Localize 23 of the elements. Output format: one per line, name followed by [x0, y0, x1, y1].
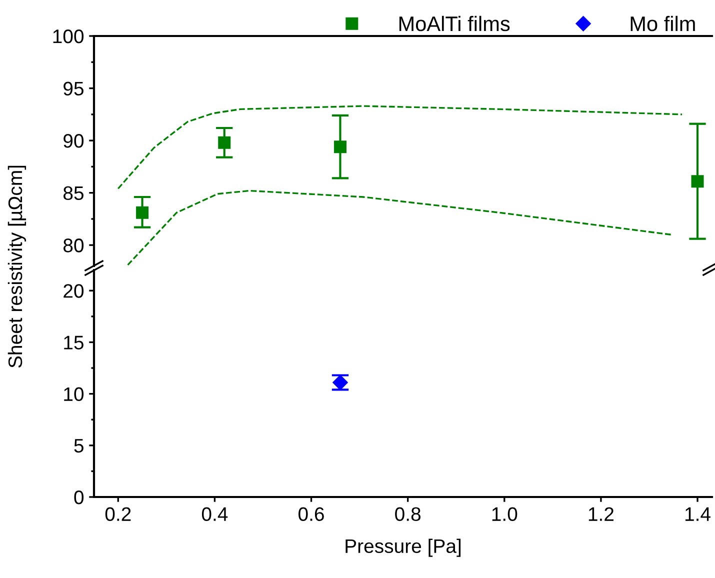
y-tick-label: 10: [64, 387, 84, 402]
x-tick-label: 1.4: [685, 507, 710, 521]
legend-label: MoAlTi films: [399, 16, 510, 32]
x-tick-label: 1.0: [492, 507, 518, 522]
line-series: [117, 105, 683, 190]
x-tick-label: 0.4: [202, 507, 228, 522]
line-series: [126, 190, 672, 266]
x-tick-label: 0.8: [395, 507, 420, 522]
y-tick-label: 0: [74, 490, 84, 504]
y-tick-label: 100: [53, 29, 84, 44]
x-tick-label: 0.2: [105, 507, 131, 522]
x-tick-label: 1.2: [588, 507, 614, 521]
y-tick-label: 80: [63, 238, 84, 252]
y-tick-label: 85: [63, 186, 84, 200]
legend-label: Mo film: [630, 16, 695, 32]
y-tick-label: 95: [64, 82, 84, 96]
y-tick-label: 90: [64, 134, 84, 148]
x-axis-title: Pressure [Pa]: [346, 538, 461, 557]
x-tick-label: 0.6: [298, 507, 324, 522]
y-tick-label: 5: [74, 439, 84, 453]
y-axis-title: Sheet resistivity [µΩcm]: [8, 166, 26, 368]
y-tick-label: 15: [64, 336, 84, 350]
y-tick-label: 20: [64, 284, 84, 298]
